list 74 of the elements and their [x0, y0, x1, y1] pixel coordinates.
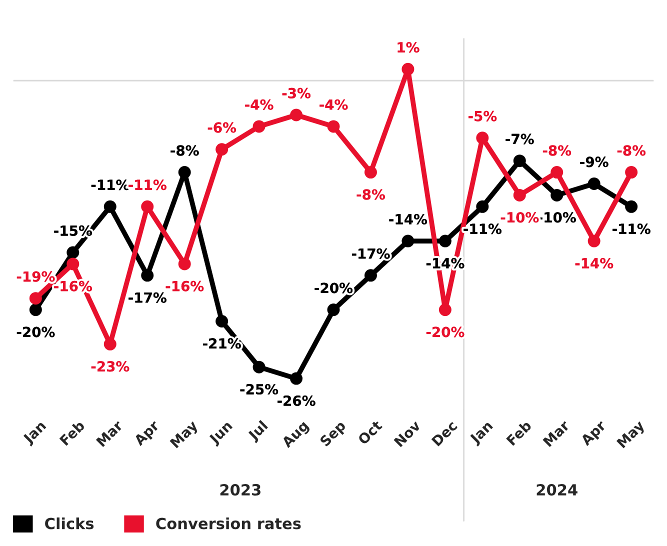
data-label: -10%: [538, 212, 576, 223]
point: [290, 108, 303, 122]
data-label: -8%: [542, 145, 572, 156]
point: [252, 360, 266, 374]
data-label: -20%: [314, 282, 353, 294]
point: [141, 269, 154, 282]
point: [29, 304, 42, 316]
point: [66, 258, 80, 270]
x-tick-label: Feb: [506, 420, 532, 446]
text: 2024: [536, 484, 578, 496]
data-label: -5%: [468, 110, 497, 122]
point: [588, 234, 600, 248]
data-label: -17%: [128, 292, 166, 303]
data-label: -11%: [91, 180, 130, 190]
point: [327, 120, 340, 133]
point: [402, 62, 414, 76]
point: [588, 178, 600, 190]
data-label: -23%: [91, 361, 130, 372]
data-label: -11%: [612, 224, 650, 234]
data-label: -26%: [278, 395, 316, 406]
point: [252, 120, 266, 133]
point: [327, 304, 340, 316]
point: [216, 315, 228, 328]
x-tick-label: Jul: [246, 420, 270, 444]
data-label: -17%: [352, 248, 390, 259]
point: [290, 372, 303, 385]
data-label: -7%: [506, 134, 534, 144]
data-label: -20%: [16, 326, 55, 338]
x-tick-label: Jan: [22, 420, 48, 446]
data-label: -25%: [240, 384, 278, 395]
point: [364, 166, 377, 179]
point: [216, 143, 228, 156]
point: [625, 166, 638, 179]
point: [550, 188, 564, 202]
data-label: -8%: [356, 189, 385, 200]
data-label: -8%: [170, 145, 199, 156]
point: [438, 234, 452, 248]
text: 2023: [220, 484, 260, 496]
data-label: -6%: [208, 122, 236, 133]
data-label: -19%: [16, 271, 55, 282]
legend-label: Conversion rates: [156, 517, 301, 530]
legend-label: Clicks: [45, 517, 94, 530]
point: [438, 304, 452, 316]
point: [550, 166, 564, 179]
point: [402, 234, 414, 248]
point: [625, 200, 638, 213]
point: [141, 200, 154, 213]
point: [364, 269, 377, 282]
point: [104, 200, 116, 213]
data-label: -4%: [245, 99, 274, 110]
point: [29, 292, 42, 305]
data-label: -14%: [389, 214, 428, 224]
data-label: -10%: [500, 212, 539, 223]
point: [513, 188, 526, 202]
x-tick-label: Feb: [59, 420, 86, 446]
data-label: 1%: [398, 42, 420, 53]
point: [178, 166, 191, 179]
x-tick-label: Oct: [357, 420, 383, 446]
point: [178, 258, 191, 270]
data-label: -4%: [320, 99, 348, 110]
x-tick-label: Jan: [468, 420, 495, 446]
point: [476, 132, 489, 144]
data-label: -9%: [580, 156, 608, 168]
point: [513, 154, 526, 168]
data-label: -3%: [282, 88, 311, 98]
point: [66, 246, 80, 259]
data-label: -16%: [166, 280, 204, 292]
x-tick-label: Sep: [319, 420, 348, 449]
data-label: -11%: [128, 180, 166, 190]
point: [476, 200, 489, 213]
data-label: -20%: [426, 326, 464, 338]
point: [104, 338, 116, 350]
data-label: -14%: [575, 258, 614, 268]
data-label: -8%: [617, 145, 646, 156]
